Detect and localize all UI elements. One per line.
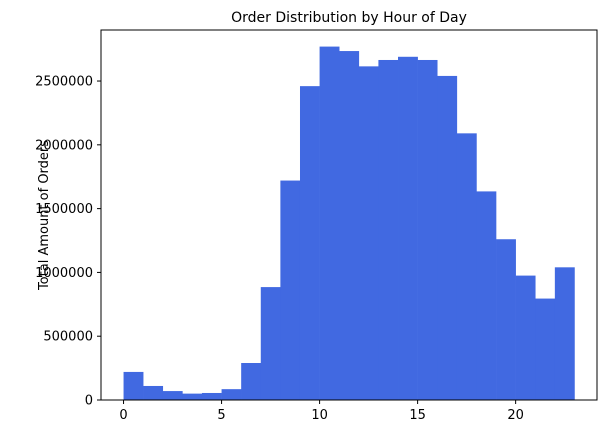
y-tick-label: 500000 xyxy=(43,330,93,345)
y-tick-label: 2500000 xyxy=(35,75,93,90)
histogram-bar xyxy=(123,371,144,400)
bars-group xyxy=(123,46,575,401)
histogram-bar xyxy=(260,287,281,400)
histogram-bar xyxy=(378,59,399,400)
plot-frame xyxy=(100,29,598,401)
histogram-bar xyxy=(515,275,536,400)
y-tick-label: 2000000 xyxy=(35,138,93,153)
histogram-bar xyxy=(221,389,242,400)
plot-area: 0 5 10 15 20 0 500000 1000000 1500000 2000000 250… xyxy=(35,29,598,423)
histogram-bar xyxy=(476,191,497,400)
x-tick-label: 20 xyxy=(507,408,524,423)
histogram-bar xyxy=(319,46,340,401)
histogram-bar xyxy=(280,180,301,400)
histogram-bar xyxy=(417,59,438,400)
histogram-bar xyxy=(241,363,262,400)
x-tick-label: 10 xyxy=(311,408,328,423)
histogram-bar xyxy=(398,56,418,400)
y-tick-label: 0 xyxy=(85,394,93,409)
y-tick-label: 1500000 xyxy=(35,202,93,217)
histogram-bar xyxy=(339,51,360,401)
y-tick-label: 1000000 xyxy=(35,266,93,281)
histogram-bar xyxy=(358,66,379,401)
histogram-bar xyxy=(437,75,458,401)
x-axis-ticks: 0 5 10 15 20 xyxy=(119,400,524,423)
histogram-bar xyxy=(143,385,164,400)
histogram-bar xyxy=(456,133,477,400)
x-tick-label: 5 xyxy=(217,408,225,423)
histogram-bar xyxy=(299,86,320,400)
histogram-bar xyxy=(554,267,575,400)
histogram-bar xyxy=(535,298,556,400)
x-tick-label: 0 xyxy=(119,408,127,423)
histogram-bar xyxy=(182,393,203,400)
histogram-bar xyxy=(496,239,516,400)
y-axis-label: Total Amount of Orders xyxy=(37,140,52,291)
y-axis-ticks: 0 500000 1000000 1500000 2000000 2500000 xyxy=(35,75,101,409)
histogram-bar xyxy=(162,391,183,400)
x-tick-label: 15 xyxy=(409,408,426,423)
histogram-bar xyxy=(201,392,222,400)
chart-title: Order Distribution by Hour of Day xyxy=(231,10,467,26)
